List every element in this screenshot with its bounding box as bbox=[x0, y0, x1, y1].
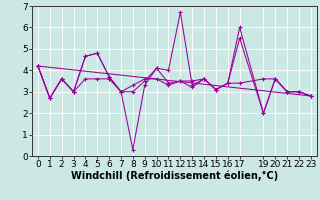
X-axis label: Windchill (Refroidissement éolien,°C): Windchill (Refroidissement éolien,°C) bbox=[71, 171, 278, 181]
